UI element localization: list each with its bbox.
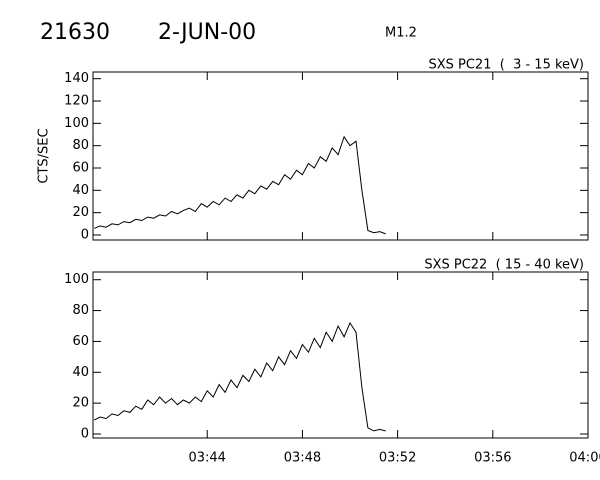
y-tick-label: 60 xyxy=(72,161,89,176)
x-tick-label: 03:52 xyxy=(379,451,416,466)
y-axis-label: CTS/SEC xyxy=(37,128,52,183)
x-tick-label: 03:44 xyxy=(188,451,225,466)
y-tick-label: 60 xyxy=(72,334,89,349)
panel-title: SXS PC21 ( 3 - 15 keV) xyxy=(428,58,584,73)
plot-frame xyxy=(92,271,589,439)
x-tick-label: 04:00 xyxy=(569,451,600,466)
y-tick-label: 0 xyxy=(81,227,89,242)
y-tick-label: 0 xyxy=(81,426,89,441)
y-tick-label: 100 xyxy=(64,272,89,287)
y-tick-label: 100 xyxy=(64,116,89,131)
y-tick-label: 80 xyxy=(72,138,89,153)
x-tick-label: 03:48 xyxy=(284,451,321,466)
y-tick-label: 120 xyxy=(64,94,89,109)
x-tick-label: 03:56 xyxy=(474,451,511,466)
y-tick-label: 20 xyxy=(72,205,89,220)
panel-title: SXS PC22 ( 15 - 40 keV) xyxy=(424,258,584,273)
y-tick-label: 140 xyxy=(64,71,89,86)
y-tick-label: 40 xyxy=(72,365,89,380)
y-tick-label: 80 xyxy=(72,303,89,318)
event-id: 21630 xyxy=(40,20,110,45)
y-tick-label: 40 xyxy=(72,183,89,198)
event-date: 2-JUN-00 xyxy=(158,20,256,45)
count-rate-line xyxy=(93,321,386,432)
y-tick-label: 20 xyxy=(72,396,89,411)
flare-class: M1.2 xyxy=(385,26,417,41)
plot-frame xyxy=(92,71,589,241)
count-rate-line xyxy=(94,135,386,235)
